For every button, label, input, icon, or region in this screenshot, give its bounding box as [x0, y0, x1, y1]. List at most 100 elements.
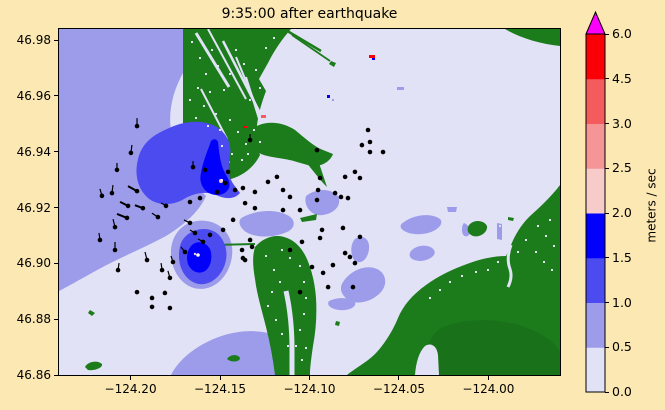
south-band-speckles: [267, 305, 269, 307]
mainland-speckles: [549, 219, 551, 221]
mainland-speckles: [475, 271, 477, 273]
station-dot: [162, 290, 168, 296]
south-band-speckles: [287, 345, 289, 347]
spit-channel-1: [194, 32, 231, 88]
station-dot: [359, 142, 365, 148]
station-dot: [240, 185, 246, 191]
colorbar-tick-label: 3.0: [612, 115, 632, 131]
mainland-speckles: [517, 251, 519, 253]
south-band-speckles: [265, 255, 267, 257]
colorbar-tick-mark: [605, 391, 609, 393]
colorbar-segment: [586, 168, 605, 214]
mainland-speckles: [497, 261, 499, 263]
south-band-speckles: [295, 345, 297, 347]
south-band-speckles: [281, 249, 283, 251]
y-tick-mark: [54, 207, 58, 209]
station-dot: [190, 164, 196, 170]
station-dot: [167, 275, 173, 281]
y-tick-label: 46.98: [16, 33, 51, 48]
x-tick-mark: [130, 376, 132, 380]
station-dot: [342, 250, 348, 256]
spit-speckles: [265, 47, 267, 49]
station-dot: [99, 193, 105, 199]
station-dot: [112, 224, 118, 230]
colorbar-tick-mark: [605, 167, 609, 169]
station-dot: [134, 188, 140, 194]
y-tick-mark: [54, 318, 58, 320]
mainland-speckles: [521, 221, 523, 223]
station-dot: [202, 167, 208, 173]
land-islet-top-of-bands: [300, 214, 317, 222]
mainland-speckles: [543, 261, 545, 263]
land-islet-bottom-mid: [227, 355, 240, 362]
station-dot: [187, 220, 193, 226]
velocity-patch-mid-east-1: [340, 267, 386, 303]
y-tick-mark: [54, 374, 58, 376]
colorbar-segment: [586, 302, 605, 348]
station-dot: [124, 215, 130, 221]
spit-speckles: [259, 141, 261, 143]
spit-channel-6: [200, 88, 228, 140]
station-dot: [365, 127, 371, 133]
station-dot: [242, 200, 248, 206]
spit-speckles: [255, 69, 257, 71]
colorbar-tick-label: 0.5: [612, 339, 632, 355]
spit-speckles: [221, 145, 223, 147]
spit-speckles: [237, 131, 239, 133]
land-islet-east-dash: [508, 217, 514, 221]
x-tick-mark: [309, 376, 310, 380]
colorbar-tick-mark: [605, 33, 609, 35]
land-south-bands: [253, 236, 317, 375]
colorbar-tick-label: 6.0: [612, 26, 632, 41]
south-band-speckles: [305, 347, 307, 349]
hotspot-white-harbor-core: [196, 253, 200, 257]
spit-speckles: [247, 153, 249, 155]
mainland-speckles: [487, 269, 489, 271]
hotspot-white-west-core: [221, 179, 223, 181]
y-tick-label: 46.86: [16, 368, 51, 382]
mainland-speckles: [429, 297, 431, 299]
land-streak-islet: [329, 61, 336, 67]
y-tick-label: 46.92: [16, 200, 51, 215]
land-streak-ne-2: [291, 34, 331, 62]
station-dot: [345, 195, 351, 201]
station-dot: [338, 194, 344, 200]
station-dot: [220, 227, 226, 233]
station-dot: [200, 239, 206, 245]
colorbar-tick-mark: [605, 257, 609, 259]
spit-speckles: [249, 99, 251, 101]
velocity-core-harbor-1p5: [187, 242, 212, 273]
colorbar-bar: [585, 10, 606, 393]
spit-speckles: [231, 153, 233, 155]
land-streak-ne-1: [283, 29, 322, 53]
mainland-speckles: [535, 251, 537, 253]
hotspot-blue-spit-1: [327, 95, 330, 98]
station-dot: [230, 217, 236, 223]
station-dot: [167, 305, 173, 311]
mainland-speckles: [507, 243, 509, 245]
spit-speckles: [205, 73, 207, 75]
station-dot: [149, 304, 155, 310]
velocity-patch-entrance: [239, 211, 294, 237]
station-dot: [352, 260, 358, 266]
velocity-patch-crescent: [462, 223, 470, 237]
colorbar-segment: [586, 123, 605, 169]
colorbar-segment: [586, 257, 605, 303]
plot-title: 9:35:00 after earthquake: [221, 6, 398, 22]
colorbar-tick-mark: [605, 346, 609, 348]
colorbar: [580, 8, 614, 400]
mainland-speckles: [537, 225, 539, 227]
station-dot: [109, 190, 115, 196]
mainland-speckles: [499, 225, 501, 227]
spit-speckles: [217, 65, 219, 67]
velocity-patch-east-lens-1: [400, 215, 442, 235]
station-dot: [350, 284, 356, 290]
spit-speckles: [189, 99, 191, 101]
station-dot: [352, 169, 358, 175]
colorbar-label: meters / sec: [644, 168, 659, 243]
south-band-speckles: [273, 269, 275, 271]
station-dot: [340, 225, 346, 231]
east-mainland-river: [506, 244, 513, 288]
south-bands-channel: [283, 290, 295, 375]
